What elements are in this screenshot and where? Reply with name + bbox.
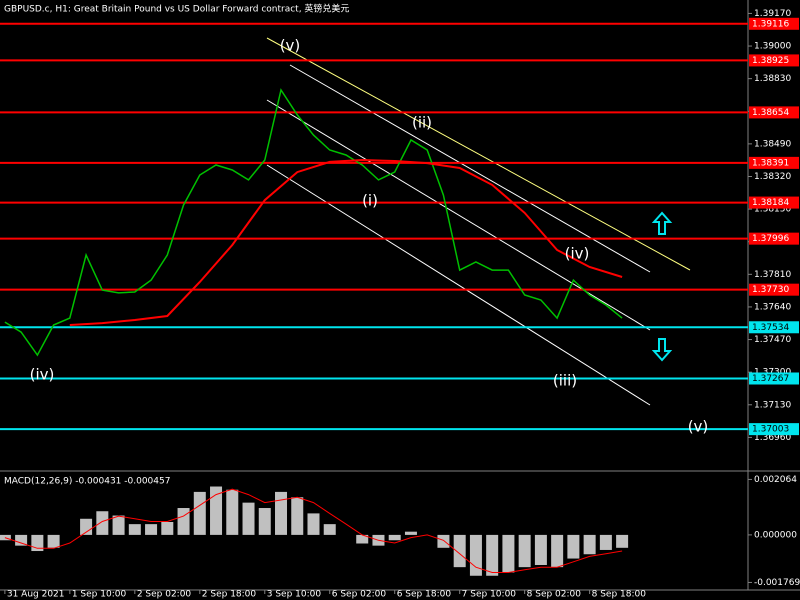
macd-title: MACD(12,26,9) -0.000431 -0.000457 (4, 477, 170, 487)
price-level-label: 1.37003 (752, 425, 789, 435)
macd-bar (226, 489, 239, 535)
y-tick-label: 1.39000 (754, 42, 791, 52)
wave-label: (v) (688, 418, 709, 436)
y-tick-label: 1.38320 (754, 172, 791, 182)
macd-bar (437, 534, 450, 548)
y-tick-label: 1.38490 (754, 139, 791, 149)
macd-bar (31, 534, 44, 552)
price-level-box (749, 156, 799, 169)
price-level-label: 1.39116 (752, 19, 789, 29)
wave-label: (iv) (565, 245, 590, 263)
price-level-label: 1.38391 (752, 158, 789, 168)
macd-bar (323, 524, 336, 535)
price-level-label: 1.37534 (752, 323, 789, 333)
macd-bar (307, 513, 320, 535)
x-tick-label: 6 Sep 18:00 (397, 590, 452, 600)
price-level-box (749, 283, 799, 296)
macd-bar (291, 497, 304, 535)
macd-bar (534, 534, 547, 566)
y-tick-label: 1.36960 (754, 433, 791, 443)
up-arrow (651, 211, 673, 235)
y-tick-label: 1.38830 (754, 74, 791, 84)
wave-label: (v) (280, 37, 301, 55)
x-tick-label: 2 Sep 02:00 (137, 590, 192, 600)
price-level-label: 1.38184 (752, 198, 789, 208)
macd-bar (469, 534, 482, 576)
macd-bar (388, 534, 401, 541)
x-tick-label: 8 Sep 02:00 (527, 590, 582, 600)
macd-bar (258, 508, 271, 535)
x-tick-label: 3 Sep 10:00 (267, 590, 322, 600)
y-tick-label: -0.001769 (754, 578, 800, 588)
price-level-label: 1.38925 (752, 56, 789, 66)
x-tick-label: 6 Sep 02:00 (332, 590, 387, 600)
price-level-box (749, 321, 799, 334)
macd-bar (47, 534, 60, 548)
macd-bar (15, 534, 28, 546)
macd-bar (356, 534, 369, 544)
price-level-label: 1.37730 (752, 285, 789, 295)
down-arrow (651, 338, 673, 362)
y-tick-label: 1.37640 (754, 302, 791, 312)
macd-bar (583, 534, 596, 555)
price-level-box (749, 106, 799, 119)
channel-line (266, 164, 651, 406)
macd-bar (128, 524, 141, 535)
macd-bar (404, 531, 417, 535)
macd-bar (145, 524, 158, 535)
price-level-label: 1.37996 (752, 234, 789, 244)
y-tick-label: 1.37470 (754, 335, 791, 345)
y-tick-label: 1.37810 (754, 270, 791, 280)
macd-bar (486, 534, 499, 576)
macd-bar (193, 491, 206, 535)
x-tick-label: 7 Sep 10:00 (462, 590, 517, 600)
macd-bar (453, 534, 466, 568)
price-level-box (749, 54, 799, 67)
y-tick-label: 0.002064 (754, 475, 797, 485)
macd-bar (275, 491, 288, 535)
macd-bar (242, 502, 255, 535)
signal-line (4, 488, 623, 573)
x-tick-label: 8 Sep 18:00 (592, 590, 647, 600)
x-tick-label: 31 Aug 2021 (7, 590, 65, 600)
y-tick-label: 1.39170 (754, 9, 791, 19)
macd-bar (502, 534, 515, 573)
price-level-box (749, 232, 799, 245)
macd-bar (518, 534, 531, 568)
chart-title: GBPUSD.c, H1: Great Britain Pound vs US … (4, 3, 349, 15)
macd-bar (599, 534, 612, 550)
price-level-label: 1.38654 (752, 108, 789, 118)
trend-line (266, 37, 691, 271)
price-level-box (749, 17, 799, 30)
price-level-label: 1.37267 (752, 374, 789, 384)
macd-bar (80, 518, 93, 535)
wave-label: (ii) (412, 114, 432, 132)
wave-label: (iii) (553, 372, 577, 390)
x-tick-label: 1 Sep 10:00 (72, 590, 127, 600)
x-tick-label: 2 Sep 18:00 (202, 590, 257, 600)
y-tick-label: 1.38150 (754, 205, 791, 215)
y-tick-label: 1.37130 (754, 400, 791, 410)
price-level-box (749, 423, 799, 436)
price-level-box (749, 196, 799, 209)
macd-bar (177, 508, 190, 535)
y-tick-label: 0.000000 (754, 530, 797, 540)
macd-bar (112, 515, 125, 535)
channel-line (289, 64, 651, 273)
wave-label: (i) (362, 192, 378, 210)
macd-bar (551, 534, 564, 568)
price-level-box (749, 372, 799, 385)
price-line (4, 88, 623, 357)
macd-bar (616, 534, 629, 548)
wave-label: (iv) (30, 366, 55, 384)
macd-bar (161, 521, 174, 535)
price-line (69, 158, 623, 326)
macd-bar (96, 511, 109, 535)
macd-bar (210, 486, 223, 535)
macd-bar (567, 534, 580, 559)
